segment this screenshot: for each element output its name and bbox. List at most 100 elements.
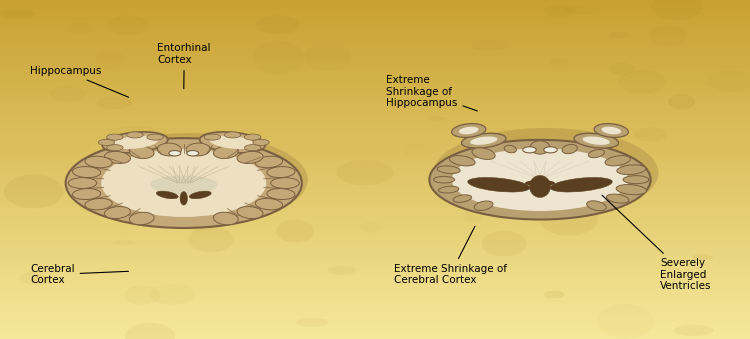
Bar	[0, 288, 750, 290]
Ellipse shape	[112, 136, 158, 149]
Text: Extreme
Shrinkage of
Hippocampus: Extreme Shrinkage of Hippocampus	[386, 75, 478, 111]
Ellipse shape	[267, 188, 295, 200]
Ellipse shape	[98, 139, 115, 145]
Bar	[0, 217, 750, 219]
Bar	[0, 166, 750, 168]
Ellipse shape	[539, 202, 598, 236]
Ellipse shape	[433, 176, 454, 183]
Bar	[0, 44, 750, 46]
Bar	[0, 64, 750, 66]
Ellipse shape	[461, 133, 506, 148]
Bar	[0, 163, 750, 164]
Bar	[0, 224, 750, 225]
Ellipse shape	[452, 124, 486, 137]
Ellipse shape	[244, 145, 261, 151]
Ellipse shape	[304, 43, 351, 71]
Bar	[0, 307, 750, 308]
Bar	[0, 212, 750, 214]
Ellipse shape	[85, 198, 112, 210]
Bar	[0, 254, 750, 256]
Bar	[0, 320, 750, 322]
Ellipse shape	[72, 133, 308, 226]
Ellipse shape	[253, 41, 304, 75]
Ellipse shape	[554, 183, 608, 197]
Bar	[0, 329, 750, 331]
Ellipse shape	[452, 148, 628, 211]
Ellipse shape	[609, 62, 634, 75]
Ellipse shape	[237, 152, 263, 163]
Bar	[0, 86, 750, 88]
Ellipse shape	[209, 136, 256, 149]
Ellipse shape	[0, 9, 35, 19]
Bar	[0, 222, 750, 224]
Bar	[0, 161, 750, 163]
Bar	[0, 61, 750, 63]
Bar	[0, 225, 750, 227]
Bar	[0, 37, 750, 39]
Bar	[0, 322, 750, 324]
Ellipse shape	[544, 291, 565, 299]
Bar	[0, 125, 750, 127]
Bar	[0, 173, 750, 175]
Bar	[0, 317, 750, 319]
Bar	[0, 266, 750, 268]
Bar	[0, 295, 750, 297]
Bar	[0, 203, 750, 205]
Ellipse shape	[104, 206, 130, 219]
Ellipse shape	[104, 152, 130, 163]
Text: Cerebral
Cortex: Cerebral Cortex	[30, 264, 128, 285]
Ellipse shape	[583, 137, 610, 145]
Bar	[0, 29, 750, 31]
Bar	[0, 15, 750, 17]
Bar	[0, 19, 750, 20]
Ellipse shape	[544, 4, 574, 18]
Ellipse shape	[101, 149, 266, 217]
Ellipse shape	[33, 275, 50, 284]
Bar	[0, 59, 750, 61]
Ellipse shape	[203, 165, 248, 181]
Bar	[0, 227, 750, 229]
Bar	[0, 258, 750, 259]
Bar	[0, 278, 750, 280]
Ellipse shape	[66, 138, 302, 228]
Bar	[0, 332, 750, 334]
Bar	[0, 122, 750, 124]
Bar	[0, 207, 750, 208]
Bar	[0, 5, 750, 7]
Ellipse shape	[692, 254, 712, 260]
Ellipse shape	[124, 323, 176, 339]
Bar	[0, 210, 750, 212]
Bar	[0, 49, 750, 51]
Ellipse shape	[449, 156, 475, 166]
Bar	[0, 300, 750, 302]
Ellipse shape	[619, 70, 666, 94]
Ellipse shape	[607, 194, 628, 203]
Bar	[0, 334, 750, 336]
Bar	[0, 264, 750, 266]
Bar	[0, 244, 750, 246]
Bar	[0, 192, 750, 193]
Bar	[0, 324, 750, 325]
Bar	[0, 168, 750, 170]
Bar	[0, 336, 750, 337]
Text: Entorhinal
Cortex: Entorhinal Cortex	[158, 43, 211, 89]
Ellipse shape	[169, 151, 181, 156]
Bar	[0, 229, 750, 231]
Bar	[0, 273, 750, 275]
Bar	[0, 259, 750, 261]
Bar	[0, 120, 750, 122]
Bar	[0, 303, 750, 305]
Ellipse shape	[255, 156, 283, 168]
Bar	[0, 10, 750, 12]
Bar	[0, 298, 750, 300]
Ellipse shape	[429, 140, 650, 220]
Bar	[0, 188, 750, 190]
Ellipse shape	[97, 97, 132, 109]
Bar	[0, 98, 750, 100]
Ellipse shape	[474, 201, 493, 211]
Bar	[0, 83, 750, 85]
Ellipse shape	[337, 160, 394, 185]
Bar	[0, 51, 750, 53]
Bar	[0, 17, 750, 19]
Ellipse shape	[609, 32, 630, 38]
